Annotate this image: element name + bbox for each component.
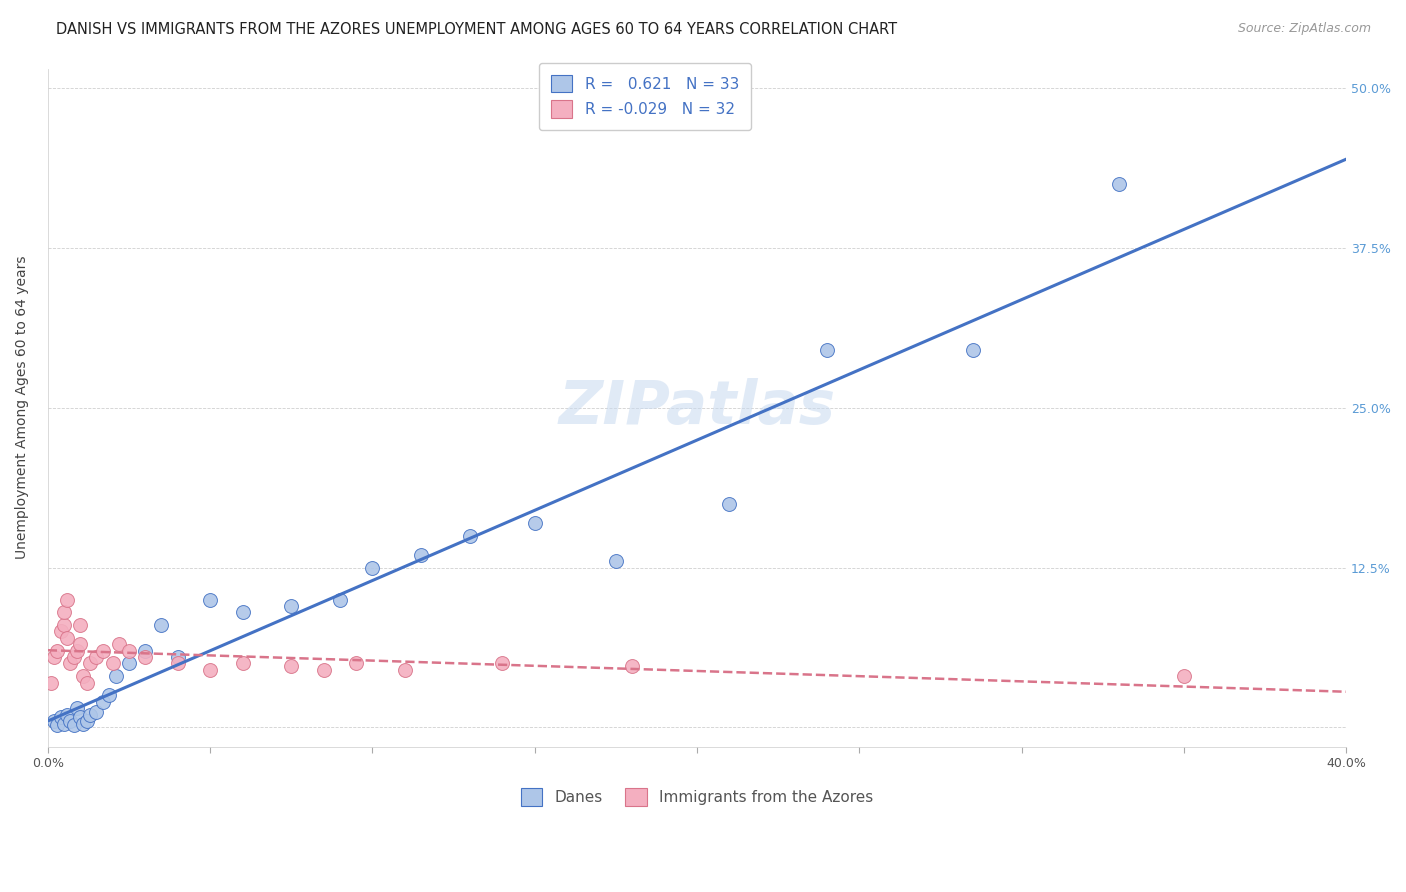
- Point: [409, 548, 432, 562]
- Point: [962, 343, 984, 357]
- Point: [621, 659, 644, 673]
- Text: DANISH VS IMMIGRANTS FROM THE AZORES UNEMPLOYMENT AMONG AGES 60 TO 64 YEARS CORR: DANISH VS IMMIGRANTS FROM THE AZORES UNE…: [56, 22, 897, 37]
- Y-axis label: Unemployment Among Ages 60 to 64 years: Unemployment Among Ages 60 to 64 years: [15, 256, 30, 559]
- Point: [605, 554, 627, 568]
- Point: [91, 695, 114, 709]
- Point: [523, 516, 546, 530]
- Point: [91, 643, 114, 657]
- Point: [86, 650, 108, 665]
- Point: [166, 650, 188, 665]
- Point: [59, 657, 82, 671]
- Point: [718, 497, 741, 511]
- Point: [104, 669, 127, 683]
- Point: [46, 718, 69, 732]
- Point: [198, 592, 221, 607]
- Point: [56, 707, 79, 722]
- Point: [49, 710, 72, 724]
- Point: [79, 707, 101, 722]
- Point: [361, 560, 384, 574]
- Point: [69, 618, 91, 632]
- Point: [59, 714, 82, 728]
- Point: [56, 631, 79, 645]
- Point: [72, 716, 94, 731]
- Point: [86, 705, 108, 719]
- Point: [76, 714, 98, 728]
- Point: [118, 643, 141, 657]
- Point: [56, 592, 79, 607]
- Text: ZIPatlas: ZIPatlas: [558, 378, 835, 437]
- Point: [53, 618, 76, 632]
- Point: [72, 669, 94, 683]
- Point: [134, 650, 156, 665]
- Point: [69, 710, 91, 724]
- Point: [231, 605, 253, 619]
- Point: [108, 637, 131, 651]
- Point: [150, 618, 173, 632]
- Point: [53, 605, 76, 619]
- Point: [118, 657, 141, 671]
- Point: [62, 718, 84, 732]
- Point: [98, 689, 121, 703]
- Point: [62, 650, 84, 665]
- Point: [491, 657, 513, 671]
- Point: [312, 663, 335, 677]
- Point: [101, 657, 124, 671]
- Point: [66, 643, 89, 657]
- Point: [280, 599, 302, 613]
- Point: [231, 657, 253, 671]
- Point: [39, 675, 62, 690]
- Point: [458, 528, 481, 542]
- Point: [79, 657, 101, 671]
- Point: [166, 657, 188, 671]
- Point: [53, 716, 76, 731]
- Point: [44, 650, 66, 665]
- Point: [44, 714, 66, 728]
- Point: [280, 659, 302, 673]
- Point: [49, 624, 72, 639]
- Point: [69, 637, 91, 651]
- Point: [76, 675, 98, 690]
- Point: [1173, 669, 1195, 683]
- Point: [46, 643, 69, 657]
- Point: [198, 663, 221, 677]
- Legend: Danes, Immigrants from the Azores: Danes, Immigrants from the Azores: [513, 780, 882, 814]
- Point: [815, 343, 838, 357]
- Point: [134, 643, 156, 657]
- Text: Source: ZipAtlas.com: Source: ZipAtlas.com: [1237, 22, 1371, 36]
- Point: [329, 592, 352, 607]
- Point: [1108, 177, 1130, 191]
- Point: [344, 657, 367, 671]
- Point: [394, 663, 416, 677]
- Point: [66, 701, 89, 715]
